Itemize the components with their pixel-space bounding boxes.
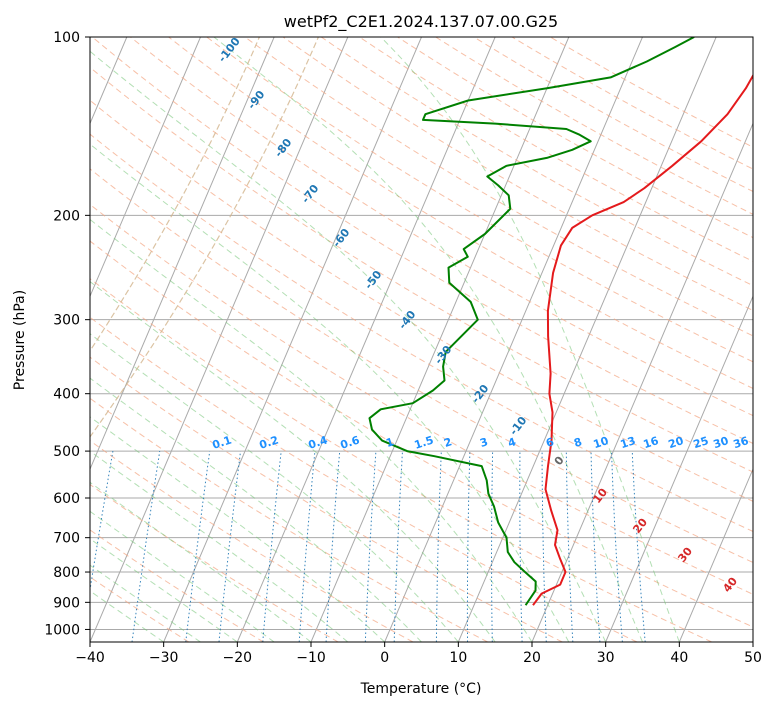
dry-adiabat-line <box>90 240 753 628</box>
isotherm-line <box>163 37 422 642</box>
mixing-ratio-label: 0.1 <box>211 433 234 451</box>
y-tick-label: 700 <box>53 531 80 547</box>
moist-adiabat-line <box>90 377 422 642</box>
isotherm-line <box>531 122 753 642</box>
mixing-ratio-line <box>131 451 161 642</box>
y-tick-label: 300 <box>53 313 80 329</box>
y-tick-label: 800 <box>53 565 80 581</box>
dry-adiabat-line <box>90 66 753 473</box>
mixing-ratio-label: 20 <box>667 434 686 451</box>
isotherm-line <box>678 467 753 642</box>
plot-frame <box>89 36 754 643</box>
mixing-ratio-label: 10 <box>592 434 611 451</box>
dry-adiabat-line <box>91 37 753 445</box>
moist-adiabat-line <box>90 416 386 642</box>
isotherm-line <box>236 37 496 642</box>
mixing-ratio-label: 1.5 <box>413 433 436 451</box>
isotherm-line <box>605 295 753 642</box>
y-tick-label: 400 <box>53 387 80 403</box>
isotherm-line <box>90 37 201 298</box>
moist-adiabat-line <box>90 280 496 642</box>
dry-adiabat-line <box>90 440 414 642</box>
moist-adiabat-line <box>213 37 643 642</box>
x-tick-label: 0 <box>380 650 389 666</box>
x-tick-label: 50 <box>744 650 762 666</box>
series-layer <box>368 37 753 606</box>
x-tick-label: −20 <box>223 650 253 666</box>
isotherm-line <box>457 37 717 642</box>
arc-line <box>90 37 260 352</box>
mixing-ratio-label: 16 <box>642 434 661 451</box>
y-tick-label: 500 <box>53 444 80 460</box>
dry-adiabat-line <box>206 37 753 363</box>
y-tick-label: 1000 <box>44 622 80 638</box>
x-tick-label: −40 <box>75 650 105 666</box>
y-axis-label: Pressure (hPa) <box>12 290 28 390</box>
isotherm-line <box>384 37 643 642</box>
moist-adiabat-line <box>90 450 349 642</box>
mixing-ratio-label: 0.6 <box>339 433 362 451</box>
isotherm-line <box>90 37 349 642</box>
mixing-ratio-line <box>90 451 114 593</box>
dry-adiabat-line <box>90 99 753 502</box>
dry-adiabat-line <box>90 356 563 642</box>
y-tick-label: 200 <box>53 208 80 224</box>
y-tick-label: 100 <box>53 30 80 46</box>
mixing-ratio-label: 36 <box>732 434 751 451</box>
dry-adiabat-line <box>90 203 753 595</box>
y-tick-label: 600 <box>53 491 80 507</box>
arc-line <box>90 37 319 438</box>
axes-layer: −40 −30 −20 −10 0 10 20 30 40 5010020030040050060… <box>44 30 762 666</box>
background-lines <box>90 37 753 642</box>
moist-adiabat-line <box>380 37 680 642</box>
x-tick-label: 40 <box>670 650 688 666</box>
mixing-ratio-line <box>218 451 241 642</box>
mixing-ratio-line <box>185 451 211 642</box>
dry-adiabat-line <box>90 168 753 563</box>
temperature-profile-line <box>532 73 753 606</box>
mixing-ratio-label: 30 <box>712 434 731 451</box>
dewpoint-profile-line <box>368 37 695 606</box>
moist-adiabat-line <box>90 538 238 642</box>
dry-adiabat-line <box>130 37 753 417</box>
mixing-ratio-label: 3 <box>478 435 489 450</box>
mixing-ratio-label: 4 <box>506 435 518 450</box>
chart-title: wetPf2_C2E1.2024.137.07.00.G25 <box>284 12 558 32</box>
mixing-ratio-label: 13 <box>619 434 638 451</box>
x-tick-label: −30 <box>149 650 179 666</box>
dry-adiabat-line <box>90 316 638 642</box>
mixing-ratio-label: 0.2 <box>258 433 281 451</box>
mixing-ratio-label: 25 <box>692 434 711 451</box>
x-tick-label: −10 <box>296 650 326 666</box>
x-tick-label: 30 <box>597 650 615 666</box>
mixing-ratio-label: 8 <box>572 435 583 450</box>
moist-adiabat-line <box>90 481 312 642</box>
x-tick-label: 20 <box>523 650 541 666</box>
moist-adiabat-line <box>90 218 533 642</box>
y-tick-label: 900 <box>53 595 80 611</box>
dry-adiabat-line <box>168 37 753 389</box>
isotherm-line <box>90 37 275 471</box>
x-axis-label: Temperature (°C) <box>360 681 482 697</box>
mixing-ratio-label: 2 <box>442 435 453 450</box>
mixing-ratio-label: 0.4 <box>307 433 330 451</box>
x-tick-label: 10 <box>449 650 467 666</box>
mixing-ratio-label: 1 <box>384 435 395 450</box>
mixing-ratio-label: 6 <box>544 435 556 450</box>
moist-adiabat-line <box>90 143 570 642</box>
dry-adiabat-line <box>90 133 753 533</box>
